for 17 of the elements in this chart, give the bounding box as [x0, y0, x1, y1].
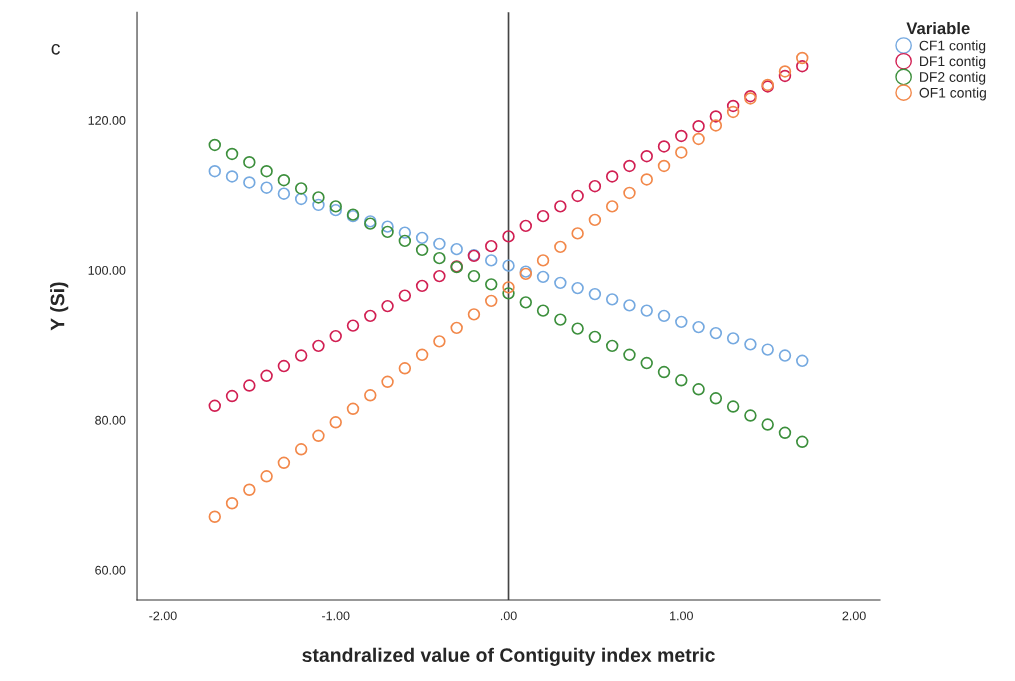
- y-tick-label: 60.00: [95, 565, 126, 575]
- legend-title: Variable: [906, 21, 970, 35]
- x-tick-label: 2.00: [842, 611, 866, 621]
- y-axis-title: Y (Si): [50, 282, 69, 331]
- legend-label: CF1 contig: [919, 40, 986, 54]
- x-tick-label: -2.00: [149, 611, 177, 621]
- y-tick-label: 100.00: [88, 265, 126, 275]
- x-tick-label: .00: [500, 611, 517, 621]
- x-tick-label: -1.00: [322, 611, 350, 621]
- text: c: [51, 44, 60, 55]
- x-tick-label: 1.00: [670, 611, 693, 621]
- legend-label: DF1 contig: [920, 56, 986, 69]
- y-tick-label: 80.00: [95, 415, 126, 425]
- x-axis-title: standralized value of Contiguity index metric: [302, 647, 715, 666]
- y-tick-label: 120.00: [88, 116, 126, 125]
- legend-label: DF2 contig: [920, 71, 986, 85]
- legend-label: OF1 contig: [919, 87, 986, 101]
